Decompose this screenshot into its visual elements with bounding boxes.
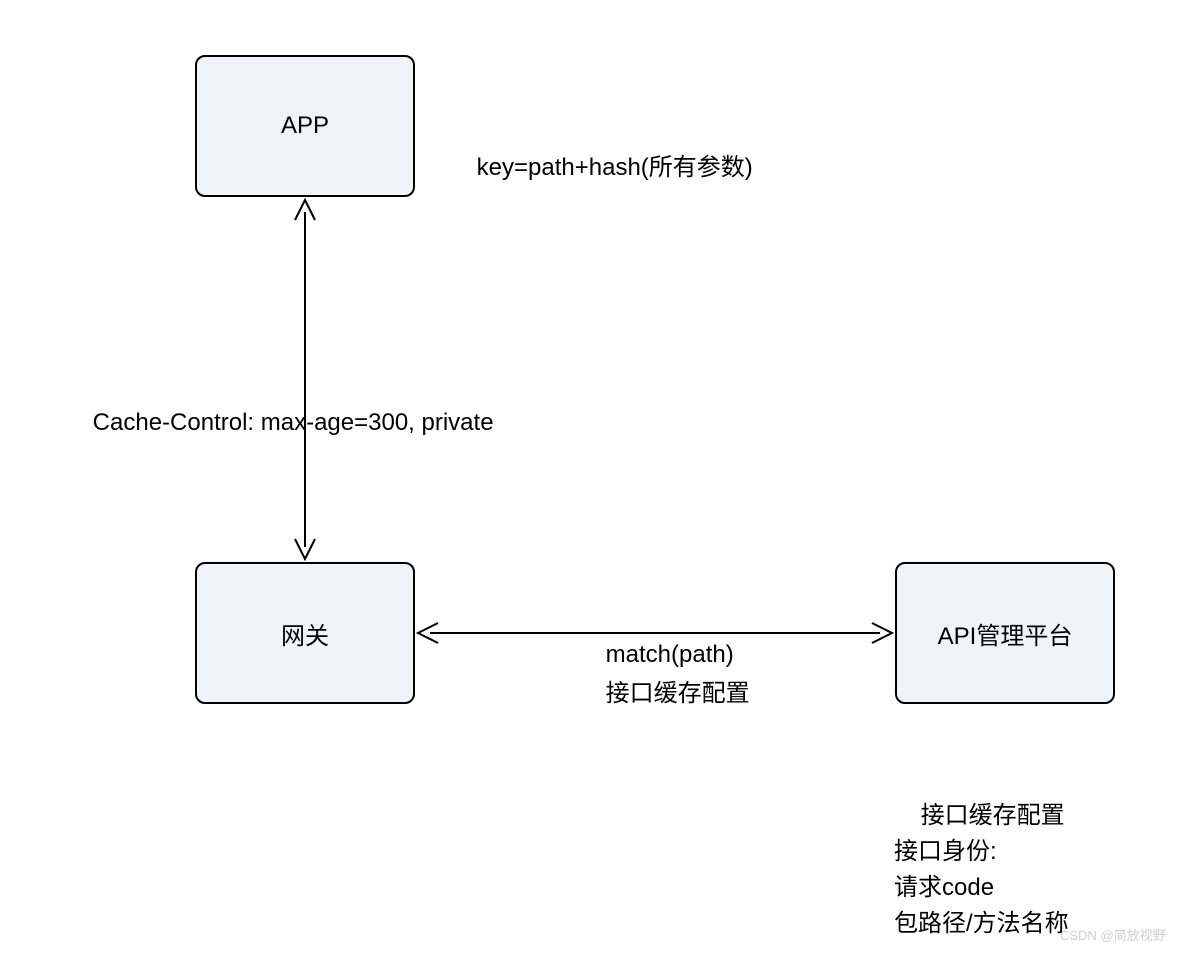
label-cache-control: Cache-Control: max-age=300, private [66, 369, 494, 477]
label-interface-cache-config: 接口缓存配置 [579, 640, 750, 748]
diagram-canvas: APP 网关 API管理平台 key=path+hash(所有参数) Cache… [0, 0, 1194, 946]
watermark: CSDN @简放视野 [1060, 925, 1166, 944]
label-key-formula: key=path+hash(所有参数) [450, 114, 753, 222]
